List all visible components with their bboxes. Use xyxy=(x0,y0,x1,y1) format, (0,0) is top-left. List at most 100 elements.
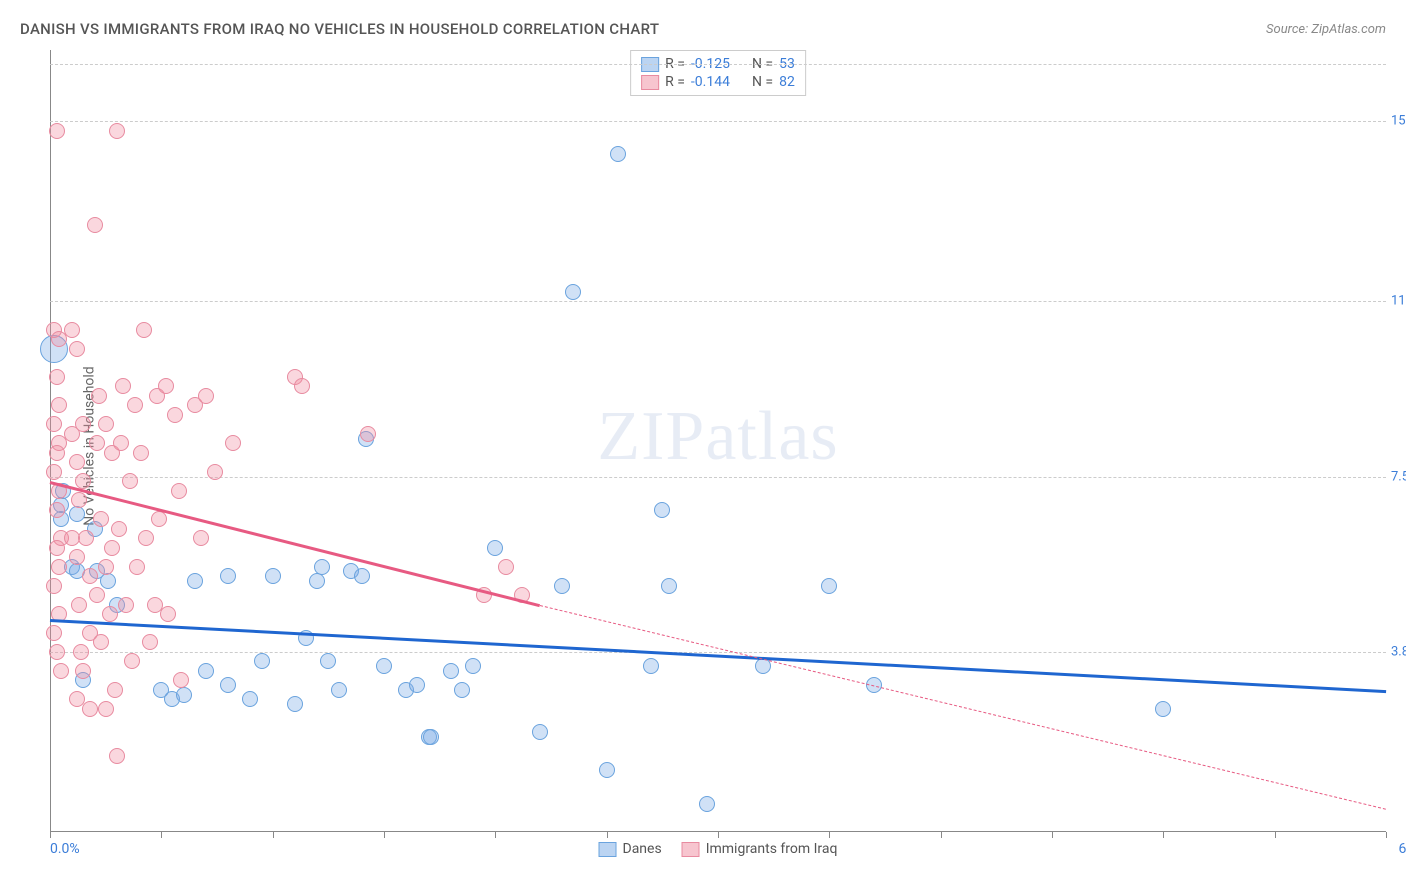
scatter-point xyxy=(49,369,65,385)
scatter-point xyxy=(465,658,481,674)
watermark-bold: ZIP xyxy=(597,398,705,475)
scatter-point xyxy=(69,549,85,565)
scatter-point xyxy=(98,559,114,575)
scatter-point xyxy=(265,568,281,584)
scatter-point xyxy=(69,341,85,357)
r-value: -0.144 xyxy=(691,74,730,90)
scatter-point xyxy=(1155,701,1171,717)
scatter-point xyxy=(376,658,392,674)
trend-line xyxy=(50,619,1386,693)
scatter-point xyxy=(104,540,120,556)
watermark-light: atlas xyxy=(705,398,838,475)
legend-swatch xyxy=(682,842,700,857)
scatter-point xyxy=(98,416,114,432)
scatter-point xyxy=(46,625,62,641)
legend-item: Immigrants from Iraq xyxy=(682,841,838,857)
scatter-point xyxy=(91,388,107,404)
scatter-point xyxy=(643,658,659,674)
x-tick xyxy=(1386,832,1387,838)
scatter-point xyxy=(102,606,118,622)
scatter-point xyxy=(82,701,98,717)
x-tick xyxy=(495,832,496,838)
legend-label: Immigrants from Iraq xyxy=(706,841,838,857)
scatter-point xyxy=(133,445,149,461)
scatter-point xyxy=(49,502,65,518)
scatter-point xyxy=(171,483,187,499)
scatter-point xyxy=(127,397,143,413)
scatter-point xyxy=(187,573,203,589)
gridline xyxy=(50,64,1386,65)
scatter-point xyxy=(89,587,105,603)
scatter-point xyxy=(498,559,514,575)
scatter-point xyxy=(115,378,131,394)
legend-item: Danes xyxy=(599,841,662,857)
scatter-point xyxy=(176,687,192,703)
plot-area: ZIPatlas R = -0.125N = 53R = -0.144N = 8… xyxy=(50,50,1386,832)
scatter-point xyxy=(320,653,336,669)
scatter-point xyxy=(220,677,236,693)
watermark: ZIPatlas xyxy=(597,397,838,477)
scatter-point xyxy=(109,748,125,764)
x-tick xyxy=(829,832,830,838)
x-tick xyxy=(50,832,51,838)
scatter-point xyxy=(654,502,670,518)
scatter-point xyxy=(87,217,103,233)
x-tick xyxy=(607,832,608,838)
x-tick xyxy=(1275,832,1276,838)
scatter-point xyxy=(64,322,80,338)
scatter-point xyxy=(193,530,209,546)
x-axis-min-label: 0.0% xyxy=(50,841,80,857)
scatter-point xyxy=(93,634,109,650)
scatter-point xyxy=(46,578,62,594)
scatter-point xyxy=(46,464,62,480)
scatter-point xyxy=(75,473,91,489)
scatter-point xyxy=(111,521,127,537)
scatter-point xyxy=(100,573,116,589)
source-label: Source: ZipAtlas.com xyxy=(1266,22,1386,37)
n-value: 82 xyxy=(779,74,795,90)
x-tick xyxy=(1163,832,1164,838)
scatter-point xyxy=(699,796,715,812)
bottom-legend: Danes Immigrants from Iraq xyxy=(599,841,838,857)
scatter-point xyxy=(423,729,439,745)
scatter-point xyxy=(599,762,615,778)
scatter-point xyxy=(49,123,65,139)
scatter-point xyxy=(287,696,303,712)
scatter-point xyxy=(107,682,123,698)
scatter-point xyxy=(565,284,581,300)
y-tick-label: 7.5% xyxy=(1391,469,1406,484)
scatter-point xyxy=(118,597,134,613)
scatter-point xyxy=(69,454,85,470)
scatter-point xyxy=(71,597,87,613)
scatter-point xyxy=(225,435,241,451)
scatter-point xyxy=(151,511,167,527)
scatter-point xyxy=(309,573,325,589)
y-tick-label: 3.8% xyxy=(1391,644,1406,659)
scatter-point xyxy=(113,435,129,451)
scatter-point xyxy=(98,701,114,717)
scatter-point xyxy=(198,388,214,404)
gridline xyxy=(50,121,1386,122)
stats-legend-box: R = -0.125N = 53R = -0.144N = 82 xyxy=(630,50,806,96)
scatter-point xyxy=(122,473,138,489)
scatter-point xyxy=(49,540,65,556)
scatter-point xyxy=(173,672,189,688)
scatter-point xyxy=(51,397,67,413)
x-tick xyxy=(384,832,385,838)
scatter-point xyxy=(93,511,109,527)
scatter-point xyxy=(158,378,174,394)
scatter-point xyxy=(129,559,145,575)
scatter-point xyxy=(220,568,236,584)
scatter-point xyxy=(487,540,503,556)
x-tick xyxy=(718,832,719,838)
scatter-point xyxy=(64,426,80,442)
gridline xyxy=(50,301,1386,302)
x-axis-max-label: 60.0% xyxy=(1398,841,1406,857)
scatter-point xyxy=(294,378,310,394)
scatter-point xyxy=(89,435,105,451)
scatter-point xyxy=(443,663,459,679)
scatter-point xyxy=(661,578,677,594)
x-tick xyxy=(273,832,274,838)
scatter-point xyxy=(821,578,837,594)
legend-swatch xyxy=(641,75,659,90)
